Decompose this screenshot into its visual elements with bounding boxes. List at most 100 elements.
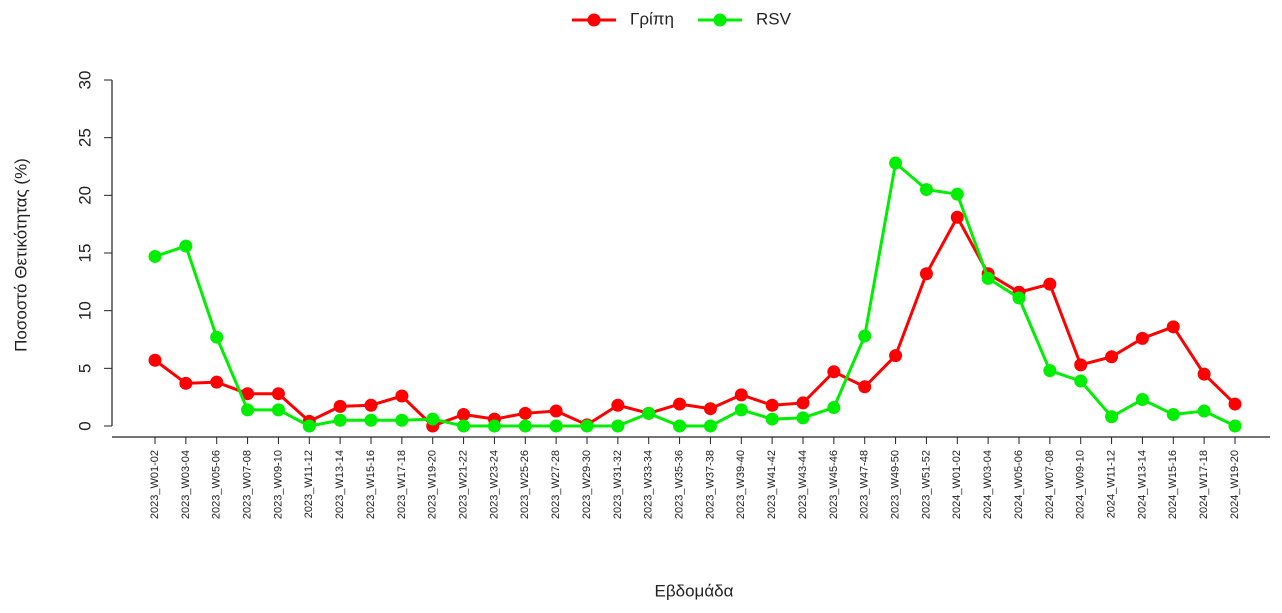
point (611, 398, 625, 412)
point (364, 398, 378, 412)
x-tick-label: 2023_W41-42 (766, 450, 778, 519)
point (148, 249, 162, 263)
point (642, 406, 656, 420)
point (673, 419, 687, 433)
point (1197, 367, 1211, 381)
y-tick-label: 5 (75, 364, 94, 373)
x-tick-label: 2023_W51-52 (920, 450, 932, 519)
x-tick-label: 2024_W13-14 (1136, 450, 1148, 519)
point (395, 389, 409, 403)
point (1043, 364, 1057, 378)
point (1228, 397, 1242, 411)
x-tick-label: 2023_W39-40 (735, 450, 747, 519)
point (1135, 392, 1149, 406)
point (1105, 350, 1119, 364)
series-line (154, 160, 1236, 428)
point (210, 375, 224, 389)
point (734, 403, 748, 417)
y-tick-label: 25 (75, 128, 94, 147)
y-tick-label: 15 (75, 244, 94, 263)
point (364, 413, 378, 427)
point (703, 419, 717, 433)
point (765, 398, 779, 412)
x-tick-label: 2024_W19-20 (1229, 450, 1241, 519)
x-tick-label: 2023_W13-14 (334, 450, 346, 519)
point (858, 329, 872, 343)
point (919, 183, 933, 197)
x-axis-label: Εβδομάδα (655, 581, 734, 600)
point (179, 239, 193, 253)
x-tick-label: 2023_W25-26 (519, 450, 531, 519)
point (1166, 320, 1180, 334)
x-tick-label: 2023_W31-32 (612, 450, 624, 519)
point (919, 267, 933, 281)
legend-marker (713, 13, 727, 27)
point (241, 387, 255, 401)
x-tick-label: 2023_W29-30 (581, 450, 593, 519)
point (796, 396, 810, 410)
point (858, 380, 872, 394)
point (981, 271, 995, 285)
point (426, 412, 440, 426)
point (580, 419, 594, 433)
point (889, 349, 903, 363)
x-tick-label: 2023_W49-50 (889, 450, 901, 519)
point (457, 419, 471, 433)
point (302, 419, 316, 433)
point (549, 419, 563, 433)
y-tick-label: 30 (75, 71, 94, 90)
point (1012, 291, 1026, 305)
point (1135, 331, 1149, 345)
legend-marker (587, 13, 601, 27)
point (1166, 407, 1180, 421)
x-tick-label: 2023_W47-48 (859, 450, 871, 519)
point (518, 419, 532, 433)
x-tick-label: 2023_W05-06 (211, 450, 223, 519)
y-tick-label: 20 (75, 186, 94, 205)
x-tick-label: 2023_W11-12 (303, 450, 315, 518)
x-tick-label: 2024_W07-08 (1044, 450, 1056, 519)
point (271, 403, 285, 417)
point (333, 399, 347, 413)
point (241, 403, 255, 417)
x-tick-label: 2023_W35-36 (673, 450, 685, 519)
x-tick-label: 2024_W17-18 (1198, 450, 1210, 519)
x-tick-label: 2023_W45-46 (828, 450, 840, 519)
point (1228, 419, 1242, 433)
point (457, 407, 471, 421)
x-tick-label: 2023_W01-02 (149, 450, 161, 519)
x-tick-label: 2023_W27-28 (550, 450, 562, 519)
x-tick-label: 2024_W15-16 (1167, 450, 1179, 519)
x-tick-label: 2023_W09-10 (272, 450, 284, 519)
y-tick-label: 0 (75, 421, 94, 430)
x-tick-label: 2023_W17-18 (396, 450, 408, 519)
point (673, 397, 687, 411)
x-tick-label: 2023_W03-04 (180, 450, 192, 519)
point (395, 413, 409, 427)
point (179, 376, 193, 390)
point (1043, 277, 1057, 291)
point (148, 353, 162, 367)
point (950, 187, 964, 201)
x-tick-label: 2023_W07-08 (241, 450, 253, 519)
legend-label: Γρίπη (630, 9, 674, 28)
point (734, 388, 748, 402)
x-tick-label: 2023_W23-24 (488, 450, 500, 519)
x-tick-label: 2024_W03-04 (982, 450, 994, 519)
point (950, 210, 964, 224)
x-tick-label: 2024_W05-06 (1013, 450, 1025, 519)
point (1105, 410, 1119, 424)
x-tick-label: 2023_W33-34 (643, 450, 655, 519)
point (889, 156, 903, 170)
x-tick-label: 2023_W37-38 (704, 450, 716, 519)
series-line (154, 214, 1237, 428)
point (549, 404, 563, 418)
point (827, 365, 841, 379)
point (611, 419, 625, 433)
point (765, 412, 779, 426)
x-tick-label: 2024_W09-10 (1075, 450, 1087, 519)
x-tick-label: 2023_W15-16 (365, 450, 377, 519)
point (1197, 404, 1211, 418)
